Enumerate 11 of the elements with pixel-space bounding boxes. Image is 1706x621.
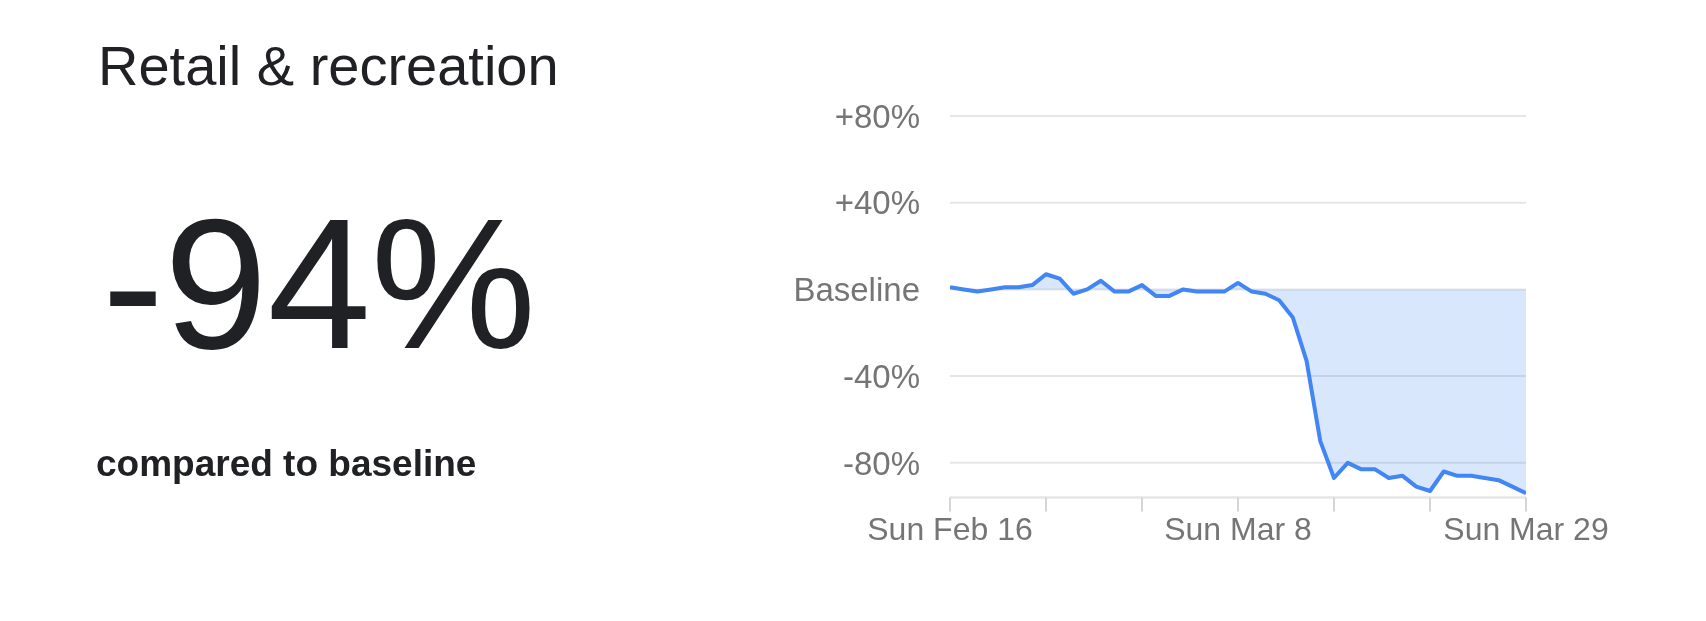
y-tick-label: -40%	[842, 357, 920, 395]
y-tick-label: -80%	[842, 444, 920, 482]
text: Retail & recreation	[98, 34, 559, 97]
x-tick-label: Sun Mar 8	[1164, 511, 1312, 548]
y-tick-label: +40%	[834, 184, 920, 222]
x-tick-label: Sun Feb 16	[867, 511, 1033, 548]
y-tick-label: +80%	[834, 97, 920, 135]
y-tick-label: Baseline	[793, 271, 920, 309]
x-tick-label: Sun Mar 29	[1443, 511, 1609, 548]
text: -94%	[102, 180, 537, 387]
text: compared to baseline	[96, 443, 477, 484]
